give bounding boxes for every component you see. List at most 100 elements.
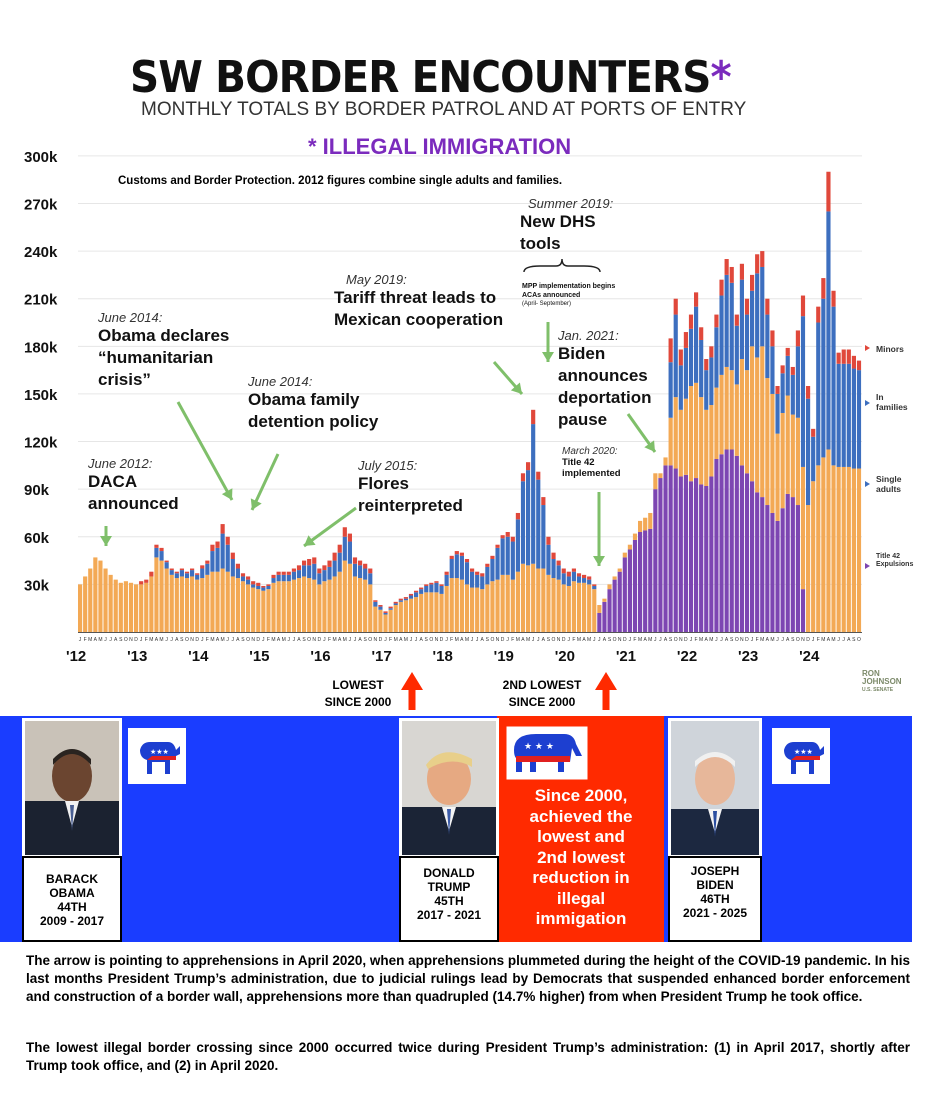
bar-minors <box>398 598 403 601</box>
month-tick-label: S <box>180 637 184 643</box>
bar-single-adults <box>464 584 470 632</box>
month-tick-label: J <box>410 637 413 643</box>
ron-johnson-watermark: RON JOHNSON U.S. SENATE <box>862 670 902 694</box>
month-tick-label: A <box>786 637 790 643</box>
bar-in-families <box>836 363 841 467</box>
bar-title42 <box>714 459 719 632</box>
annotation-arrowhead <box>304 535 316 546</box>
president-term: 2009 - 2017 <box>39 914 105 928</box>
month-tick-label: A <box>297 637 301 643</box>
month-tick-label: F <box>145 637 148 643</box>
bar-in-families <box>576 576 582 583</box>
bar-in-families <box>246 579 251 585</box>
bar-single-adults <box>816 465 821 632</box>
month-tick-label: J <box>720 637 723 643</box>
bar-single-adults <box>261 590 266 632</box>
bar-single-adults <box>515 571 520 632</box>
bar-minors <box>164 560 169 563</box>
bar-single-adults <box>790 414 795 498</box>
month-tick-label: J <box>715 637 718 643</box>
svg-text:★ ★ ★: ★ ★ ★ <box>524 742 554 752</box>
bar-single-adults <box>668 417 673 466</box>
legend-in-families: In families <box>876 392 908 412</box>
bar-single-adults <box>439 593 444 632</box>
month-tick-label: S <box>730 637 734 643</box>
bar-in-families <box>490 558 495 582</box>
red-panel-line: achieved the <box>529 806 633 826</box>
bar-minors <box>592 584 597 586</box>
bar-in-families <box>307 565 312 579</box>
bar-in-families <box>505 536 510 575</box>
month-tick-label: M <box>638 637 642 643</box>
bar-single-adults <box>383 614 388 632</box>
month-tick-label: J <box>201 637 204 643</box>
bar-minors <box>566 571 571 577</box>
bar-single-adults <box>831 465 836 632</box>
watermark-line: RON <box>862 669 880 678</box>
bar-single-adults <box>235 578 240 632</box>
bar-in-families <box>561 573 566 585</box>
y-tick-label: 180k <box>24 339 58 356</box>
month-tick-label: D <box>745 637 749 643</box>
bar-minors <box>271 574 276 579</box>
bar-minors <box>714 314 719 328</box>
bar-in-families <box>179 570 184 577</box>
bar-single-adults <box>434 592 439 632</box>
x-year-label: '19 <box>494 648 514 665</box>
month-tick-label: A <box>643 637 647 643</box>
bar-single-adults <box>184 578 190 632</box>
annotation-obama-family: June 2014: Obama family detention policy <box>248 374 378 433</box>
bar-title42 <box>648 528 653 632</box>
bar-single-adults <box>617 568 622 572</box>
month-tick-label: M <box>577 637 581 643</box>
bar-single-adults <box>541 568 546 632</box>
month-tick-label: A <box>603 637 607 643</box>
x-year-label: '13 <box>127 648 147 665</box>
x-year-label: '18 <box>433 648 453 665</box>
bar-in-families <box>510 541 515 580</box>
bar-in-families <box>531 424 536 564</box>
bar-minors <box>403 597 408 599</box>
bar-single-adults <box>683 398 688 475</box>
x-year-label: '21 <box>616 648 636 665</box>
bar-single-adults <box>846 466 851 632</box>
bar-in-families <box>592 585 597 590</box>
president-name-line: BIDEN <box>696 878 734 892</box>
bar-minors <box>327 560 332 567</box>
president-term: 2017 - 2021 <box>416 908 482 922</box>
month-tick-label: M <box>149 637 153 643</box>
obama-portrait <box>22 718 122 858</box>
bar-single-adults <box>414 597 419 632</box>
month-tick-label: M <box>516 637 520 643</box>
bar-in-families <box>800 316 806 467</box>
month-tick-label: M <box>159 637 163 643</box>
bar-in-families <box>195 574 200 580</box>
president-name-line: BARACK <box>46 872 98 886</box>
annotation-arrowhead <box>221 488 233 500</box>
bar-in-families <box>439 585 444 594</box>
bar-single-adults <box>240 581 246 632</box>
bar-single-adults <box>276 581 281 632</box>
month-tick-label: O <box>490 637 494 643</box>
month-tick-label: S <box>119 637 123 643</box>
month-tick-label: D <box>806 637 810 643</box>
bar-title42 <box>765 505 770 632</box>
bar-minors <box>470 568 475 572</box>
bar-single-adults <box>694 382 699 479</box>
bar-single-adults <box>841 466 846 632</box>
month-tick-label: A <box>175 637 179 643</box>
bar-single-adults <box>673 397 678 469</box>
bar-in-families <box>322 570 327 582</box>
bar-single-adults <box>307 578 312 632</box>
bar-in-families <box>526 470 531 566</box>
bar-single-adults <box>139 584 144 632</box>
month-tick-label: J <box>445 637 448 643</box>
bar-in-families <box>551 558 556 579</box>
bar-title42 <box>699 484 704 632</box>
bar-single-adults <box>281 581 286 632</box>
title-asterisk: * <box>710 52 731 103</box>
legend-line: Expulsions <box>876 561 914 568</box>
month-tick-label: M <box>465 637 469 643</box>
legend-single-adults: Single adults <box>876 474 902 494</box>
red-panel-text: Since 2000, achieved the lowest and 2nd … <box>506 786 656 930</box>
